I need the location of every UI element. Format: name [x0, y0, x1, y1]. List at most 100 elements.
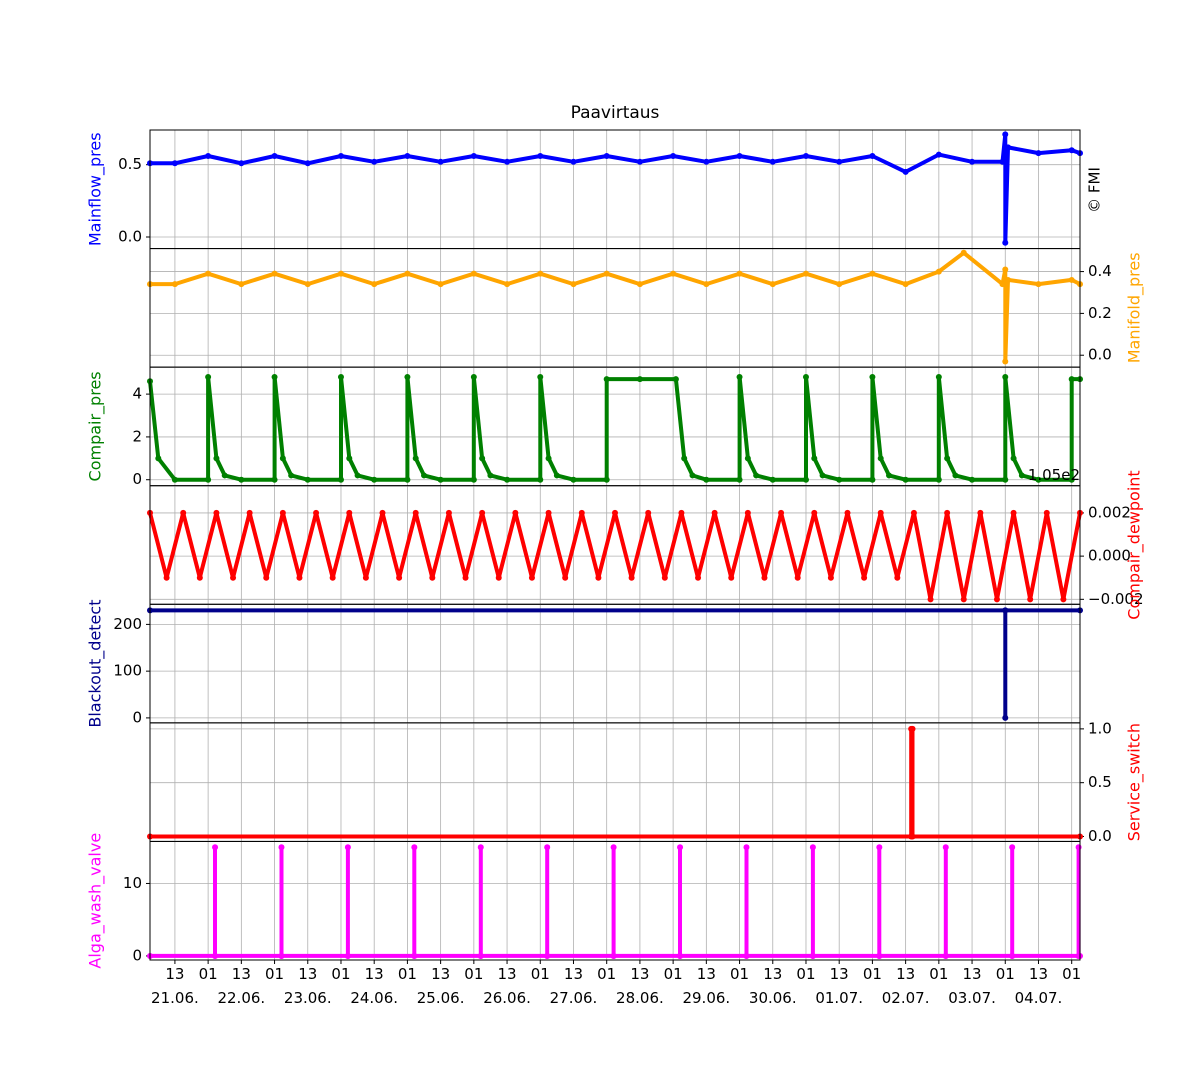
data-point	[196, 574, 203, 581]
data-point	[213, 509, 220, 516]
data-point	[736, 270, 743, 277]
data-point	[296, 574, 303, 581]
data-point	[205, 476, 212, 483]
data-point	[362, 574, 369, 581]
y-tick-label: 0.4	[1088, 262, 1112, 280]
data-point	[544, 844, 551, 851]
data-point	[743, 952, 750, 959]
data-point	[952, 472, 959, 479]
data-point	[313, 509, 320, 516]
x-tick-label: 01	[995, 965, 1015, 983]
data-point	[861, 574, 868, 581]
data-point	[802, 270, 809, 277]
y-tick-label: 0.0	[1088, 827, 1112, 845]
data-point	[1005, 144, 1012, 151]
data-point	[999, 158, 1006, 165]
data-point	[354, 472, 361, 479]
panel-frame	[149, 722, 1081, 842]
x-tick-label: 13 26.06.	[483, 965, 531, 1007]
data-point	[437, 476, 444, 483]
data-point	[1060, 596, 1067, 603]
data-point	[404, 373, 411, 380]
data-point	[628, 574, 635, 581]
data-point	[869, 476, 876, 483]
y-axis-label: Compair_pres	[86, 371, 106, 481]
x-tick-label: 13 29.06.	[682, 965, 731, 1007]
data-point	[960, 596, 967, 603]
x-tick-label: 01	[265, 965, 285, 983]
data-point	[504, 158, 511, 165]
data-point	[761, 574, 768, 581]
data-point	[205, 270, 212, 277]
data-point	[844, 509, 851, 516]
data-point	[969, 476, 976, 483]
series-line	[148, 375, 1080, 482]
data-point	[279, 509, 286, 516]
data-point	[221, 472, 228, 479]
data-point	[578, 509, 585, 516]
x-tick-label: 13 04.07.	[1014, 965, 1063, 1007]
data-point	[1005, 276, 1012, 283]
data-point	[603, 153, 610, 160]
watermark: © FMI	[1086, 167, 1104, 213]
data-point	[1027, 596, 1034, 603]
data-point	[1002, 239, 1009, 246]
data-point	[672, 376, 679, 383]
y-tick-label: 0.0	[118, 228, 142, 246]
data-point	[778, 509, 785, 516]
data-point	[495, 574, 502, 581]
data-point	[570, 476, 577, 483]
data-point	[1018, 472, 1025, 479]
x-tick-label: 01	[796, 965, 816, 983]
data-point	[677, 844, 684, 851]
data-point	[404, 270, 411, 277]
data-point	[545, 455, 552, 462]
data-point	[404, 153, 411, 160]
data-point	[1002, 714, 1009, 721]
series-line	[150, 608, 1080, 720]
data-point	[246, 509, 253, 516]
data-point	[238, 281, 245, 288]
data-point	[437, 158, 444, 165]
panel-frame	[149, 840, 1081, 961]
data-point	[902, 168, 909, 175]
data-point	[944, 509, 951, 516]
x-tick-label: 01	[597, 965, 617, 983]
data-point	[411, 844, 418, 851]
y-tick-label: 0	[132, 708, 142, 726]
data-point	[603, 376, 610, 383]
data-point	[703, 476, 710, 483]
data-point	[636, 158, 643, 165]
data-point	[404, 476, 411, 483]
data-point	[304, 281, 311, 288]
data-point	[271, 153, 278, 160]
data-point	[412, 509, 419, 516]
data-point	[603, 476, 610, 483]
y-tick-label: 200	[113, 615, 142, 633]
y-tick-label: 0.5	[1088, 773, 1112, 791]
data-point	[811, 455, 818, 462]
data-point	[1010, 509, 1017, 516]
data-point	[703, 281, 710, 288]
data-point	[213, 455, 220, 462]
data-point	[371, 158, 378, 165]
data-point	[412, 455, 419, 462]
data-point	[811, 509, 818, 516]
x-tick-label: 13 23.06.	[283, 965, 332, 1007]
data-point	[942, 844, 949, 851]
y-tick-label: 10	[123, 874, 142, 892]
data-point	[1002, 266, 1009, 273]
data-point	[661, 574, 668, 581]
data-point	[894, 574, 901, 581]
data-point	[809, 844, 816, 851]
data-point	[337, 153, 344, 160]
data-point	[371, 281, 378, 288]
data-point	[288, 472, 295, 479]
data-point	[562, 574, 569, 581]
data-point	[545, 509, 552, 516]
y-tick-label: 4	[132, 385, 142, 403]
data-point	[271, 270, 278, 277]
data-point	[935, 373, 942, 380]
data-point	[960, 249, 967, 256]
data-point	[337, 373, 344, 380]
